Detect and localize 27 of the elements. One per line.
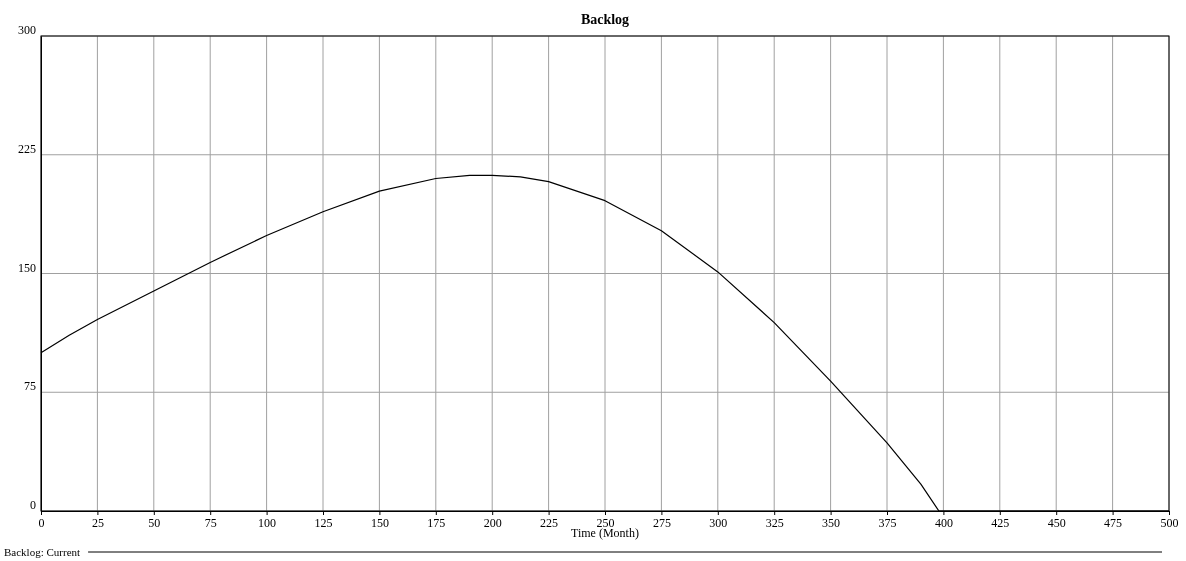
- x-tick-label: 425: [991, 515, 1010, 530]
- y-tick-label: 75: [24, 379, 36, 394]
- x-tick-label: 350: [822, 515, 841, 530]
- x-tick-label: 400: [934, 515, 953, 530]
- y-tick-label: 150: [18, 260, 36, 275]
- x-tick-label: 200: [483, 515, 502, 530]
- x-tick-label: 500: [1160, 515, 1179, 530]
- x-tick-label: 175: [427, 515, 446, 530]
- x-tick-label: 450: [1047, 515, 1066, 530]
- x-tick-label: 275: [652, 515, 671, 530]
- x-tick-label: 475: [1104, 515, 1123, 530]
- x-tick-label: 75: [204, 515, 217, 530]
- chart-title: Backlog: [580, 12, 630, 27]
- text: Backlog: Current: [4, 546, 81, 558]
- y-tick-label: 0: [30, 498, 36, 513]
- y-tick-label: 225: [18, 141, 36, 156]
- x-tick-label: 300: [709, 515, 728, 530]
- y-tick-label: 300: [18, 23, 36, 38]
- x-axis-title: Time (Month): [571, 526, 639, 540]
- x-tick-label: 125: [314, 515, 333, 530]
- x-tick-label: 25: [91, 515, 104, 530]
- x-tick-label: 50: [148, 515, 161, 530]
- x-tick-label: 325: [765, 515, 784, 530]
- x-tick-label: 375: [878, 515, 897, 530]
- x-tick-label: 150: [370, 515, 389, 530]
- x-tick-label: 225: [540, 515, 559, 530]
- x-tick-label: 100: [258, 515, 277, 530]
